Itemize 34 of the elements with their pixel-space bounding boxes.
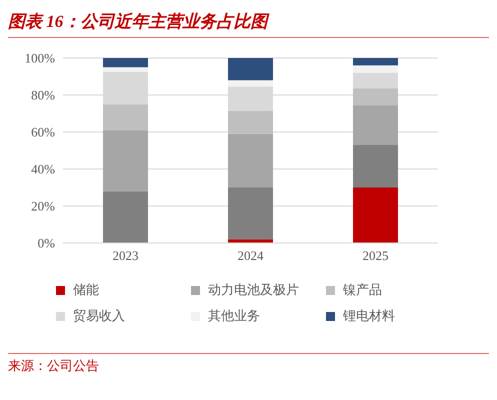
bar [353, 72, 398, 89]
y-tick-label: 100% [24, 50, 56, 66]
y-tick-label: 20% [31, 198, 56, 214]
legend-label: 锂电材料 [343, 307, 395, 325]
bar [103, 58, 148, 68]
bar [103, 67, 148, 72]
x-tick-label: 2025 [362, 248, 388, 264]
bar [353, 65, 398, 73]
y-tick-label: 0% [38, 236, 56, 251]
bar [228, 188, 273, 240]
legend-label: 动力电池及极片 [208, 281, 299, 299]
bar [353, 144, 398, 188]
bar [228, 110, 273, 134]
legend-label: 储能 [73, 281, 99, 299]
x-tick-label: 2023 [112, 248, 138, 264]
bar [353, 188, 398, 243]
chart-title: 图表 16：公司近年主营业务占比图 [8, 8, 489, 38]
bar [353, 88, 398, 106]
bar [228, 58, 273, 80]
bar [103, 104, 148, 130]
bar [353, 58, 398, 66]
bar [353, 105, 398, 145]
legend-label: 贸易收入 [73, 307, 125, 325]
source-note: 来源：公司公告 [8, 357, 100, 375]
bar [103, 130, 148, 192]
bar [228, 80, 273, 87]
bar [103, 191, 148, 243]
x-tick-label: 2024 [238, 248, 264, 264]
legend-label: 其他业务 [208, 307, 260, 325]
y-tick-label: 60% [31, 124, 56, 140]
y-tick-label: 40% [31, 162, 56, 177]
y-tick-label: 80% [31, 88, 56, 103]
legend-label: 镍产品 [343, 281, 382, 299]
bar [228, 134, 273, 188]
